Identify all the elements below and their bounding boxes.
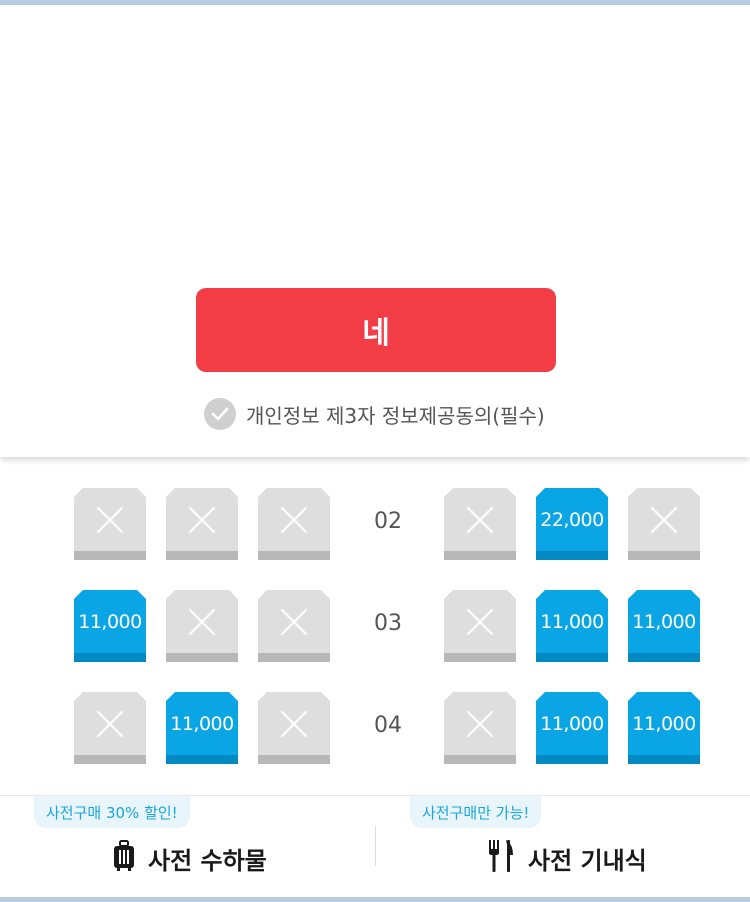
unavailable-x-icon [466, 608, 494, 635]
unavailable-x-icon [280, 506, 308, 533]
seat-available[interactable]: 11,000 [628, 692, 700, 764]
seat-price: 11,000 [540, 610, 604, 633]
unavailable-x-icon [466, 710, 494, 737]
confirm-button[interactable]: 네 [196, 288, 556, 372]
seat-available[interactable]: 11,000 [166, 692, 238, 764]
seat-unavailable [166, 488, 238, 560]
seat-available[interactable]: 22,000 [536, 488, 608, 560]
bottom-frame-border [0, 897, 750, 902]
row-number: 04 [374, 712, 402, 738]
seat-price: 11,000 [632, 610, 696, 633]
consent-label: 개인정보 제3자 정보제공동의(필수) [246, 403, 545, 428]
pre-meal-label: 사전 기내식 [528, 846, 647, 875]
pre-baggage-button[interactable]: 사전 수하물 [112, 838, 267, 878]
unavailable-x-icon [280, 608, 308, 635]
seat-available[interactable]: 11,000 [74, 590, 146, 662]
seat-unavailable [258, 692, 330, 764]
seat-price: 11,000 [632, 712, 696, 735]
seat-price: 22,000 [540, 508, 604, 531]
bottom-bar: 사전구매 30% 할인! 사전구매만 가능! 사전 수하물 [0, 795, 750, 897]
unavailable-x-icon [466, 506, 494, 533]
baggage-promo-badge: 사전구매 30% 할인! [34, 796, 190, 828]
unavailable-x-icon [96, 710, 124, 737]
meal-promo-badge: 사전구매만 가능! [410, 796, 542, 828]
unavailable-x-icon [650, 506, 678, 533]
seat-unavailable [74, 692, 146, 764]
seat-unavailable [166, 590, 238, 662]
seat-unavailable [628, 488, 700, 560]
luggage-icon [112, 840, 136, 876]
seat-available[interactable]: 11,000 [536, 590, 608, 662]
bottom-bar-divider [375, 826, 376, 866]
seat-unavailable [258, 590, 330, 662]
consent-checkbox[interactable]: 개인정보 제3자 정보제공동의(필수) [204, 397, 545, 431]
unavailable-x-icon [96, 506, 124, 533]
seat-unavailable [444, 692, 516, 764]
seat-unavailable [444, 488, 516, 560]
fork-knife-icon [486, 839, 516, 877]
row-number: 02 [374, 508, 402, 534]
unavailable-x-icon [188, 506, 216, 533]
pre-meal-button[interactable]: 사전 기내식 [486, 838, 647, 878]
seat-map: 02 22,000 11,000 03 11,000 11,000 11,000 04 11,0… [0, 457, 750, 795]
unavailable-x-icon [280, 710, 308, 737]
seat-available[interactable]: 11,000 [536, 692, 608, 764]
check-icon[interactable] [204, 398, 236, 430]
seat-unavailable [258, 488, 330, 560]
top-frame-border [0, 0, 750, 5]
seat-price: 11,000 [78, 610, 142, 633]
pre-baggage-label: 사전 수하물 [148, 846, 267, 875]
seat-row: 11,000 03 11,000 11,000 [0, 590, 750, 662]
seat-available[interactable]: 11,000 [628, 590, 700, 662]
seat-unavailable [74, 488, 146, 560]
seat-row: 02 22,000 [0, 488, 750, 560]
row-number: 03 [374, 610, 402, 636]
seat-price: 11,000 [170, 712, 234, 735]
seat-row: 11,000 04 11,000 11,000 [0, 692, 750, 764]
consent-sheet: 네 개인정보 제3자 정보제공동의(필수) [0, 5, 750, 457]
seat-unavailable [444, 590, 516, 662]
seat-price: 11,000 [540, 712, 604, 735]
unavailable-x-icon [188, 608, 216, 635]
